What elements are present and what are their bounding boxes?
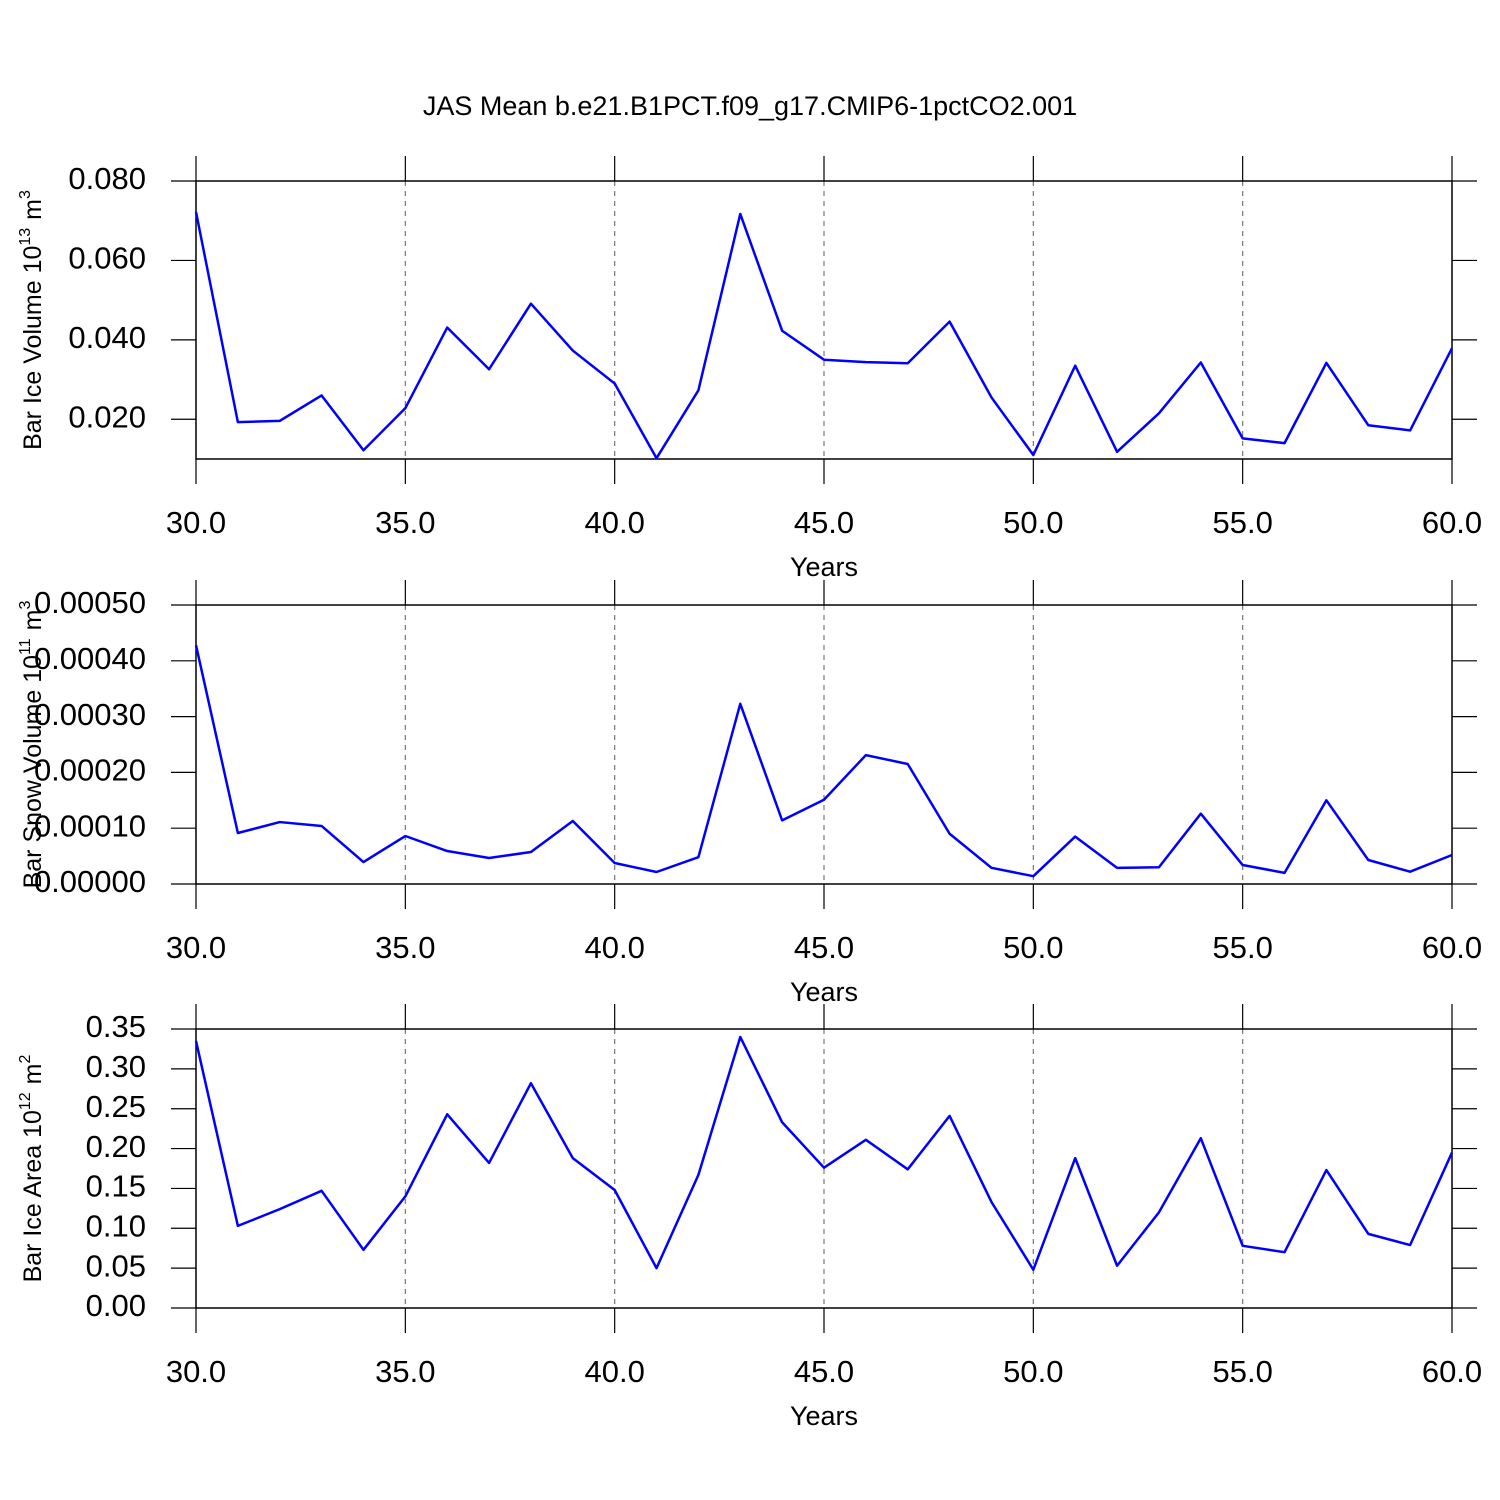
y-tick-label: 0.35 (86, 1009, 146, 1044)
x-tick-label: 35.0 (375, 505, 435, 540)
x-tick-label: 50.0 (1003, 1354, 1063, 1389)
y-tick-label: 0.10 (86, 1208, 146, 1243)
plot-frame (195, 604, 1453, 885)
y-axis-label: Bar Ice Volume 1013 m3 (17, 190, 47, 450)
x-tick-label: 40.0 (584, 930, 644, 965)
x-tick-label: 45.0 (794, 1354, 854, 1389)
y-axis-label-part: Bar Ice Area 10 (19, 1110, 47, 1282)
panel: 30.0 35.0 40.0 45.0 50.0 55.0 60.0 0.020 0.040 0.… (17, 156, 1482, 582)
chart-title: JAS Mean b.e21.B1PCT.f09_g17.CMIP6-1pctC… (423, 91, 1077, 121)
y-tick-label: 0.20 (86, 1129, 146, 1164)
panel: 30.0 35.0 40.0 45.0 50.0 55.0 60.0 0.00 0.05 0.10… (17, 1004, 1482, 1431)
panel: 30.0 35.0 40.0 45.0 50.0 55.0 60.0 0.00000 0.000… (17, 580, 1482, 1007)
y-tick-label: 0.00050 (34, 585, 146, 620)
x-axis-label: Years (790, 977, 858, 1007)
data-line (194, 211, 1454, 460)
x-tick-label: 35.0 (375, 930, 435, 965)
y-label-clip: Bar Snow Volume 1011 m3 (17, 600, 47, 888)
x-tick-label: 40.0 (584, 1354, 644, 1389)
x-tick-label: 55.0 (1212, 930, 1272, 965)
y-tick-label: 0.080 (68, 161, 146, 196)
y-axis-label-part: 11 (17, 638, 34, 655)
y-tick-label: 0.30 (86, 1049, 146, 1084)
y-axis-label-part: 12 (17, 1092, 34, 1110)
y-axis-label-part: m (19, 609, 47, 630)
x-tick-label: 35.0 (375, 1354, 435, 1389)
plot-frame (195, 180, 1453, 460)
y-tick-label: 0.00 (86, 1288, 146, 1323)
y-tick-label: 0.00030 (34, 697, 146, 732)
x-tick-label: 30.0 (166, 505, 226, 540)
x-tick-label: 50.0 (1003, 505, 1063, 540)
y-axis-label-part: m (19, 1063, 47, 1084)
x-tick-label: 60.0 (1422, 505, 1482, 540)
y-axis-label-part: Bar Snow Volume 10 (19, 655, 47, 888)
x-tick-label: 55.0 (1212, 505, 1272, 540)
y-axis-label-part: 2 (17, 1054, 34, 1063)
y-tick-label: 0.00020 (34, 753, 146, 788)
x-tick-label: 50.0 (1003, 930, 1063, 965)
y-axis-label-part: 3 (17, 190, 34, 199)
y-axis-label-part: 13 (17, 228, 34, 246)
x-tick-label: 45.0 (794, 930, 854, 965)
x-axis-label: Years (790, 552, 858, 582)
data-line (194, 644, 1453, 878)
x-axis-label: Years (790, 1401, 858, 1431)
y-tick-label: 0.05 (86, 1248, 146, 1283)
y-axis-label-part: Bar Ice Volume 10 (19, 246, 47, 450)
y-tick-label: 0.060 (68, 241, 146, 276)
y-axis-label: Bar Ice Area 1012 m2 (17, 1054, 47, 1282)
data-line (194, 1035, 1454, 1271)
x-tick-label: 40.0 (584, 505, 644, 540)
y-tick-label: 0.00010 (34, 808, 146, 843)
y-axis-label-part: m (19, 199, 47, 220)
y-tick-label: 0.040 (68, 320, 146, 355)
plot-frame (195, 1028, 1453, 1309)
y-axis-label-part: 3 (17, 600, 34, 609)
y-tick-label: 0.15 (86, 1169, 146, 1204)
y-axis-label: Bar Snow Volume 1011 m3 (17, 600, 47, 888)
x-tick-label: 45.0 (794, 505, 854, 540)
y-tick-label: 0.020 (68, 399, 146, 434)
x-tick-label: 30.0 (166, 930, 226, 965)
x-tick-label: 60.0 (1422, 1354, 1482, 1389)
y-tick-label: 0.00000 (34, 864, 146, 899)
x-tick-label: 30.0 (166, 1354, 226, 1389)
x-tick-label: 60.0 (1422, 930, 1482, 965)
y-tick-label: 0.25 (86, 1089, 146, 1124)
y-tick-label: 0.00040 (34, 641, 146, 676)
x-tick-label: 55.0 (1212, 1354, 1272, 1389)
